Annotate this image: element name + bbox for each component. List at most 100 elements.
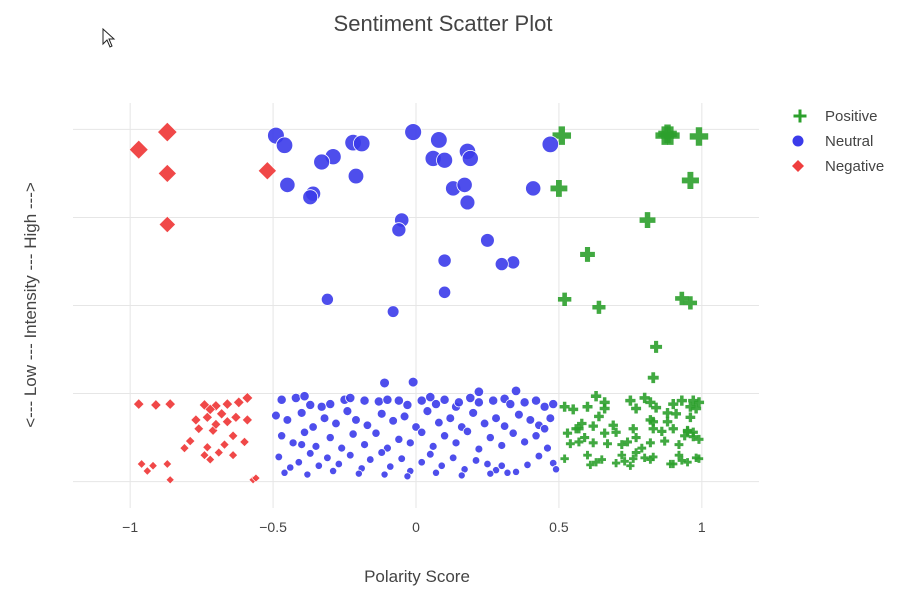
- data-point-negative[interactable]: [202, 442, 213, 453]
- data-point-neutral[interactable]: [494, 257, 509, 272]
- data-point-neutral[interactable]: [541, 135, 560, 154]
- data-point-positive[interactable]: [626, 461, 635, 470]
- data-point-negative[interactable]: [150, 399, 162, 411]
- data-point-neutral[interactable]: [377, 448, 387, 457]
- data-point-neutral[interactable]: [352, 134, 371, 153]
- data-point-negative[interactable]: [251, 473, 261, 483]
- data-point-neutral[interactable]: [407, 376, 419, 388]
- data-point-neutral[interactable]: [520, 437, 530, 447]
- data-point-neutral[interactable]: [348, 429, 358, 439]
- data-point-positive[interactable]: [675, 291, 689, 306]
- data-point-neutral[interactable]: [354, 469, 363, 478]
- data-point-neutral[interactable]: [345, 450, 355, 460]
- data-point-neutral[interactable]: [276, 394, 287, 405]
- data-point-positive[interactable]: [603, 439, 612, 449]
- data-point-positive[interactable]: [645, 415, 656, 425]
- data-point-neutral[interactable]: [286, 463, 295, 472]
- data-point-positive[interactable]: [599, 397, 610, 408]
- data-point-positive[interactable]: [677, 456, 687, 465]
- data-point-neutral[interactable]: [380, 470, 389, 479]
- data-point-neutral[interactable]: [382, 394, 393, 405]
- data-point-neutral[interactable]: [539, 424, 550, 434]
- data-point-positive[interactable]: [693, 397, 705, 408]
- data-point-neutral[interactable]: [431, 399, 442, 410]
- data-point-neutral[interactable]: [345, 392, 356, 404]
- data-point-neutral[interactable]: [457, 471, 466, 480]
- data-point-negative[interactable]: [198, 399, 211, 411]
- data-point-neutral[interactable]: [403, 472, 412, 481]
- data-point-positive[interactable]: [639, 392, 650, 404]
- data-point-neutral[interactable]: [425, 391, 436, 403]
- data-point-positive[interactable]: [694, 454, 704, 463]
- data-point-positive[interactable]: [683, 296, 698, 310]
- legend-item-negative[interactable]: Negative: [792, 158, 884, 175]
- data-point-neutral[interactable]: [360, 440, 369, 450]
- data-point-neutral[interactable]: [277, 431, 287, 441]
- data-point-positive[interactable]: [688, 395, 699, 406]
- data-point-positive[interactable]: [550, 179, 568, 197]
- data-point-neutral[interactable]: [404, 123, 423, 141]
- data-point-positive[interactable]: [683, 458, 692, 467]
- data-point-neutral[interactable]: [473, 397, 484, 408]
- data-point-neutral[interactable]: [473, 386, 485, 397]
- data-point-neutral[interactable]: [296, 408, 307, 418]
- data-point-positive[interactable]: [688, 432, 698, 442]
- data-point-positive[interactable]: [574, 437, 584, 447]
- data-point-neutral[interactable]: [394, 434, 404, 444]
- data-point-neutral[interactable]: [366, 455, 375, 464]
- data-point-neutral[interactable]: [543, 443, 552, 453]
- data-point-positive[interactable]: [655, 126, 674, 145]
- data-point-neutral[interactable]: [271, 410, 281, 421]
- data-point-neutral[interactable]: [299, 427, 310, 437]
- data-point-positive[interactable]: [617, 440, 627, 450]
- data-point-neutral[interactable]: [347, 167, 365, 185]
- data-point-positive[interactable]: [592, 300, 606, 314]
- data-point-positive[interactable]: [694, 434, 704, 444]
- data-point-neutral[interactable]: [299, 391, 310, 402]
- data-point-neutral[interactable]: [506, 255, 521, 270]
- data-point-negative[interactable]: [219, 439, 230, 450]
- data-point-negative[interactable]: [204, 403, 216, 416]
- data-point-positive[interactable]: [682, 425, 693, 436]
- data-point-neutral[interactable]: [323, 453, 332, 463]
- data-point-neutral[interactable]: [279, 176, 296, 193]
- data-point-positive[interactable]: [623, 437, 632, 447]
- data-point-positive[interactable]: [674, 440, 684, 450]
- data-point-neutral[interactable]: [351, 415, 361, 425]
- data-point-positive[interactable]: [568, 404, 579, 415]
- data-point-positive[interactable]: [617, 450, 627, 460]
- data-point-positive[interactable]: [611, 427, 621, 437]
- data-point-positive[interactable]: [691, 403, 702, 414]
- data-point-positive[interactable]: [649, 452, 658, 462]
- data-point-neutral[interactable]: [519, 397, 530, 408]
- data-point-positive[interactable]: [631, 448, 641, 457]
- data-point-neutral[interactable]: [297, 440, 307, 450]
- data-point-positive[interactable]: [588, 421, 598, 431]
- data-point-neutral[interactable]: [320, 292, 334, 306]
- data-point-neutral[interactable]: [436, 151, 454, 169]
- data-point-neutral[interactable]: [497, 461, 506, 470]
- data-point-positive[interactable]: [650, 340, 663, 353]
- data-point-positive[interactable]: [597, 455, 606, 464]
- data-point-neutral[interactable]: [525, 180, 542, 197]
- data-point-neutral[interactable]: [434, 417, 444, 428]
- data-point-positive[interactable]: [662, 416, 673, 427]
- data-point-neutral[interactable]: [530, 395, 542, 406]
- data-point-neutral[interactable]: [523, 460, 532, 469]
- data-point-neutral[interactable]: [311, 441, 321, 451]
- data-point-neutral[interactable]: [305, 449, 315, 458]
- data-point-positive[interactable]: [599, 403, 610, 414]
- data-point-neutral[interactable]: [437, 285, 452, 299]
- data-point-neutral[interactable]: [359, 395, 370, 406]
- data-point-neutral[interactable]: [303, 470, 312, 479]
- data-point-negative[interactable]: [233, 396, 245, 409]
- data-point-negative[interactable]: [221, 416, 233, 428]
- data-point-positive[interactable]: [668, 399, 679, 410]
- data-point-negative[interactable]: [142, 466, 152, 476]
- data-point-positive[interactable]: [559, 401, 570, 412]
- data-point-neutral[interactable]: [325, 399, 336, 410]
- data-point-neutral[interactable]: [485, 433, 495, 443]
- data-point-neutral[interactable]: [337, 443, 347, 453]
- data-point-positive[interactable]: [651, 402, 662, 413]
- data-point-negative[interactable]: [221, 398, 234, 410]
